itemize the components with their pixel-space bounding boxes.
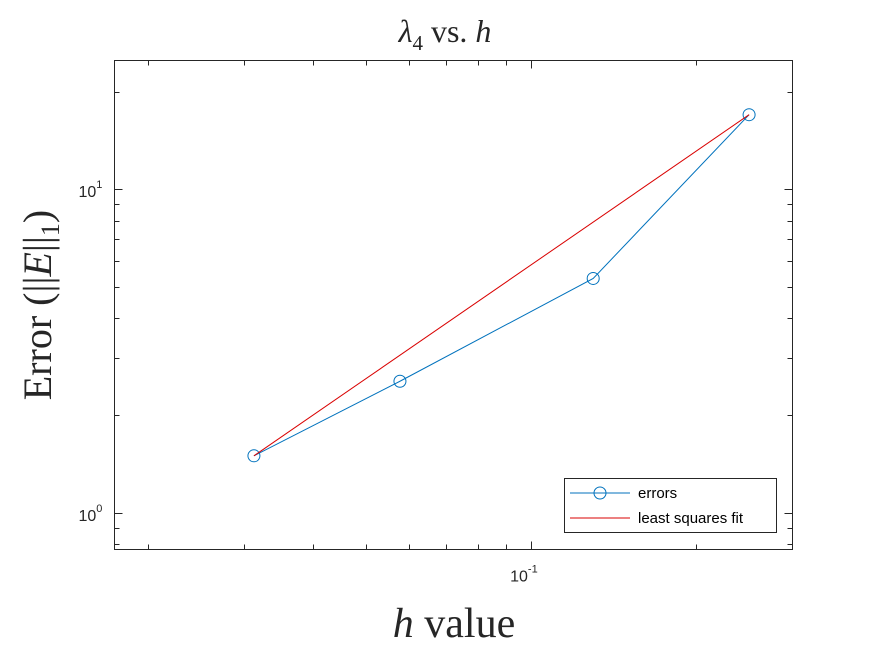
legend: errors least squares fit [564, 478, 777, 533]
chart-title: λ4 vs. h [398, 13, 492, 55]
x-axis-label: h value [393, 601, 515, 647]
data-point [586, 271, 600, 285]
ylabel-post: ) [15, 210, 60, 223]
data-point [393, 374, 407, 388]
axis-ticks [114, 60, 793, 550]
xlabel-h: h [393, 601, 414, 647]
ylabel-e: E [15, 252, 60, 277]
series-line-0 [253, 114, 750, 457]
series-line-1 [253, 114, 750, 457]
data-point [742, 108, 756, 122]
legend-fit-label: least squares fit [638, 510, 744, 527]
title-vs: vs. [423, 13, 475, 49]
y-tick-label: 101 [79, 179, 103, 201]
ylabel-subscript: 1 [36, 223, 65, 236]
series-layer [247, 108, 756, 463]
data-point [247, 449, 261, 463]
ylabel-pre: Error (|| [15, 277, 60, 401]
legend-errors-marker [593, 486, 607, 500]
title-lambda: λ [398, 13, 413, 49]
xlabel-rest: value [414, 601, 515, 647]
legend-errors-label: errors [638, 485, 677, 502]
y-tick-label: 100 [79, 503, 103, 525]
title-h: h [475, 13, 491, 49]
y-axis-label: Error (||E||1) [15, 210, 65, 401]
axes-box [114, 60, 793, 550]
title-subscript: 4 [412, 31, 423, 55]
ylabel-mid: || [15, 236, 60, 252]
x-tick-label: 10-1 [510, 564, 538, 586]
tick-labels: 10-1 100 101 [79, 179, 538, 585]
